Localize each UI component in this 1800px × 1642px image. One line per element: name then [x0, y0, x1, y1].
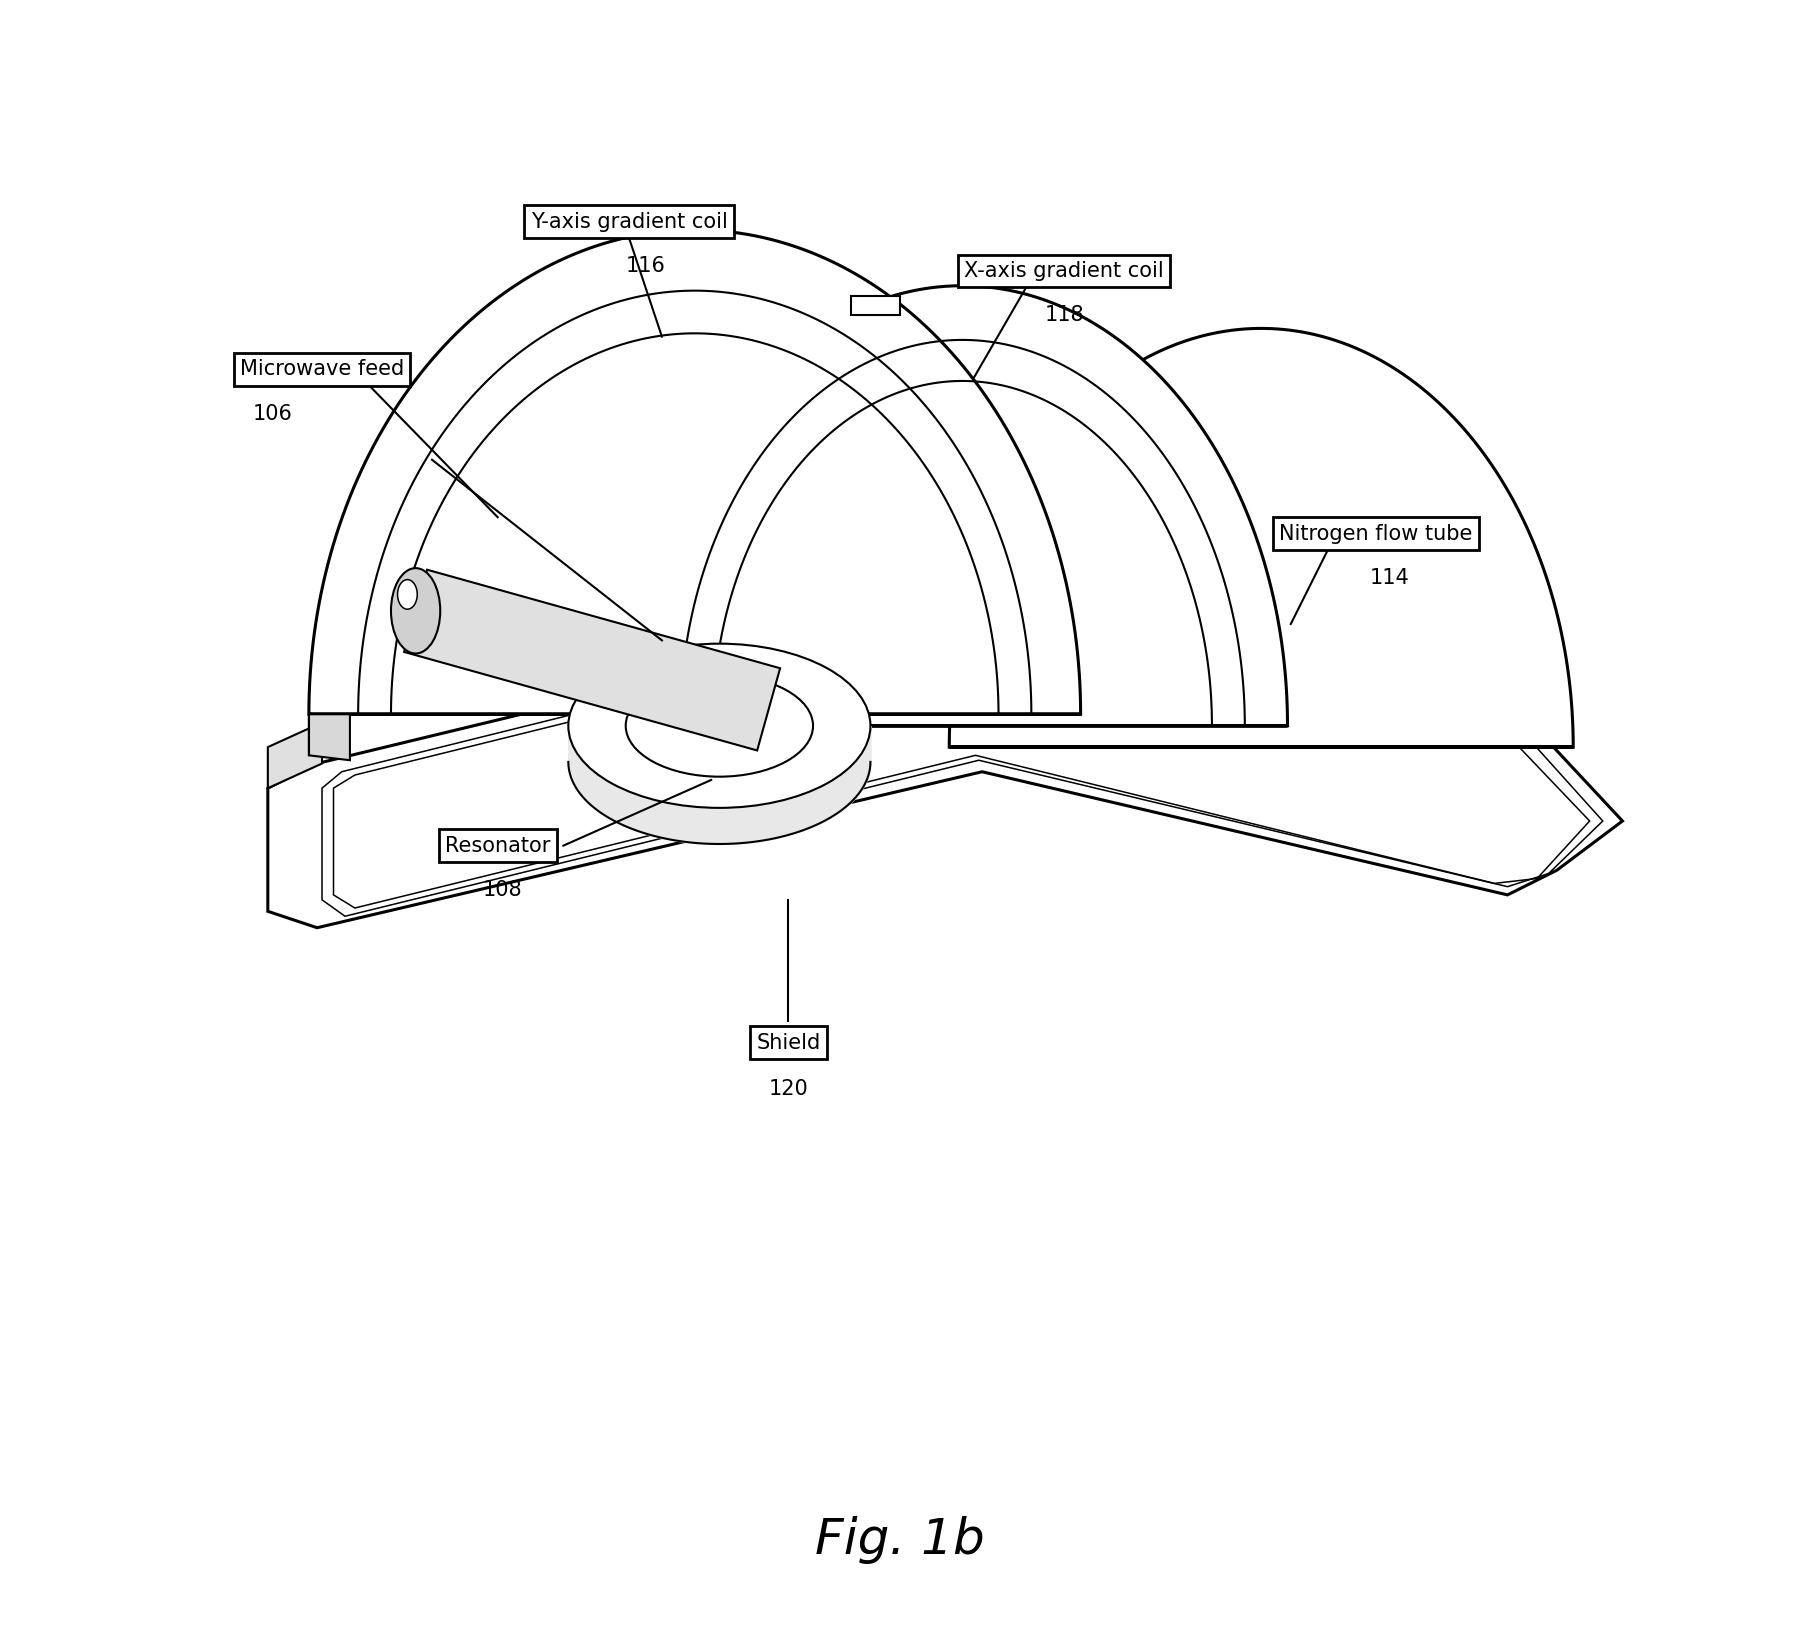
Text: 114: 114 [1370, 568, 1409, 588]
Polygon shape [637, 286, 1287, 726]
Ellipse shape [398, 580, 418, 609]
Text: X-axis gradient coil: X-axis gradient coil [965, 261, 1165, 281]
Ellipse shape [391, 568, 441, 654]
Polygon shape [268, 591, 1622, 928]
Text: Microwave feed: Microwave feed [239, 360, 405, 379]
Text: Shield: Shield [756, 1033, 821, 1053]
Polygon shape [268, 722, 322, 788]
Polygon shape [310, 714, 349, 760]
Text: Resonator: Resonator [445, 836, 551, 855]
Text: 106: 106 [252, 404, 293, 424]
Text: Y-axis gradient coil: Y-axis gradient coil [531, 212, 727, 232]
Polygon shape [851, 296, 900, 315]
Text: 120: 120 [769, 1079, 808, 1098]
Text: 118: 118 [1044, 305, 1084, 325]
Text: Nitrogen flow tube: Nitrogen flow tube [1280, 524, 1472, 544]
Text: 116: 116 [626, 256, 666, 276]
Text: 108: 108 [482, 880, 522, 900]
Ellipse shape [569, 644, 871, 808]
Polygon shape [310, 230, 1080, 714]
Polygon shape [653, 225, 700, 238]
Polygon shape [949, 328, 1573, 747]
Text: Fig. 1b: Fig. 1b [815, 1516, 985, 1565]
Ellipse shape [626, 675, 814, 777]
Polygon shape [405, 570, 779, 750]
